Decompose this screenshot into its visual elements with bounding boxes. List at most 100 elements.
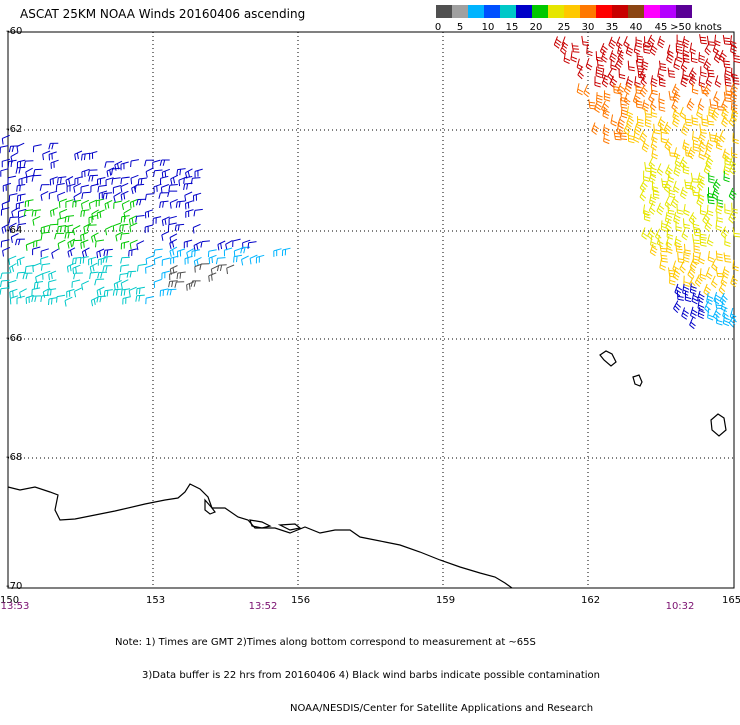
wind-barb (8, 176, 16, 184)
wind-barb (177, 249, 185, 258)
wind-barb (49, 152, 57, 161)
wind-barb (19, 215, 27, 224)
wind-barb (700, 268, 706, 279)
wind-barb (227, 265, 234, 274)
wind-barb (720, 130, 726, 142)
wind-barb (658, 117, 665, 129)
wind-barb (87, 225, 96, 231)
wind-barb (33, 247, 41, 255)
wind-barb (256, 255, 264, 263)
longitude-label: 156 (291, 595, 310, 606)
wind-barb (191, 178, 200, 185)
wind-barb (135, 184, 144, 191)
wind-barb (162, 232, 169, 241)
wind-barb (673, 181, 679, 193)
wind-barb (49, 298, 57, 305)
wind-barb (657, 163, 663, 175)
wind-barb (725, 68, 731, 79)
wind-barb (683, 44, 689, 55)
wind-barb (715, 75, 721, 87)
wind-barb (32, 288, 40, 296)
wind-barb (160, 201, 169, 208)
wind-barb (112, 178, 121, 185)
wind-barb (564, 52, 570, 63)
wind-barb (674, 212, 681, 224)
wind-barb (41, 264, 50, 271)
wind-barb (114, 201, 122, 209)
wind-barb (34, 240, 42, 248)
wind-barb (592, 123, 599, 135)
graticule-grid (8, 32, 734, 588)
wind-barb (725, 204, 731, 214)
wind-barb (724, 171, 730, 182)
wind-barb (41, 191, 48, 200)
wind-barb (667, 228, 673, 239)
wind-barb (649, 157, 655, 169)
wind-barb (41, 249, 49, 257)
wind-barb (682, 228, 688, 240)
wind-barb (714, 292, 721, 304)
wind-barb (81, 210, 90, 217)
wind-barb (89, 175, 98, 181)
wind-barb (191, 281, 201, 287)
wind-barb (123, 297, 131, 305)
wind-barb (127, 271, 136, 277)
wind-barb (121, 216, 130, 223)
wind-barb (105, 162, 114, 168)
wind-barb (675, 284, 682, 296)
wind-barb (137, 199, 147, 205)
note-line-2: 3)Data buffer is 22 hrs from 20160406 4)… (115, 670, 600, 681)
wind-barb (17, 194, 25, 202)
wind-barb (82, 153, 91, 160)
wind-barb (611, 115, 617, 127)
wind-barb (120, 224, 129, 231)
wind-barb (49, 224, 58, 231)
wind-barb (74, 183, 81, 192)
wind-barb (610, 50, 617, 62)
wind-barb (602, 101, 609, 113)
wind-barb (200, 264, 209, 270)
wind-barb (282, 248, 290, 256)
wind-barb (161, 185, 168, 194)
wind-barb (2, 135, 9, 144)
wind-barb (700, 34, 707, 44)
wind-barb (121, 191, 128, 200)
wind-barb (3, 183, 11, 191)
wind-barb (640, 189, 646, 201)
latitude-label: -70 (6, 581, 22, 592)
wind-barb (32, 296, 41, 302)
wind-barb (95, 279, 104, 285)
wind-barb (41, 295, 50, 302)
wind-barb (692, 131, 698, 142)
wind-barb (554, 36, 561, 48)
wind-barb (121, 183, 128, 192)
wind-barb (661, 252, 668, 262)
wind-barb (17, 143, 24, 152)
wind-barb (121, 233, 130, 240)
wind-map (0, 0, 740, 650)
wind-barb (169, 185, 178, 192)
wind-barb (82, 192, 91, 199)
wind-barb (615, 58, 622, 70)
wind-barb (600, 43, 607, 55)
wind-barb (154, 256, 162, 265)
wind-barb (184, 240, 192, 248)
wind-barb (98, 258, 106, 266)
wind-barb (634, 43, 640, 54)
wind-barb (55, 233, 65, 239)
wind-barb (114, 281, 121, 290)
wind-barb (137, 241, 144, 250)
wind-barb (0, 146, 8, 154)
wind-barb (657, 203, 664, 215)
wind-barb (194, 193, 202, 201)
wind-barb (74, 273, 83, 279)
wind-barb (660, 259, 666, 270)
wind-barb (33, 263, 41, 272)
wind-barb (58, 177, 67, 184)
wind-barb (685, 116, 692, 126)
wind-barb (146, 168, 153, 178)
wind-barb (209, 255, 216, 264)
wind-barb (176, 201, 185, 208)
wind-barb (23, 273, 32, 279)
wind-barb (722, 107, 729, 119)
